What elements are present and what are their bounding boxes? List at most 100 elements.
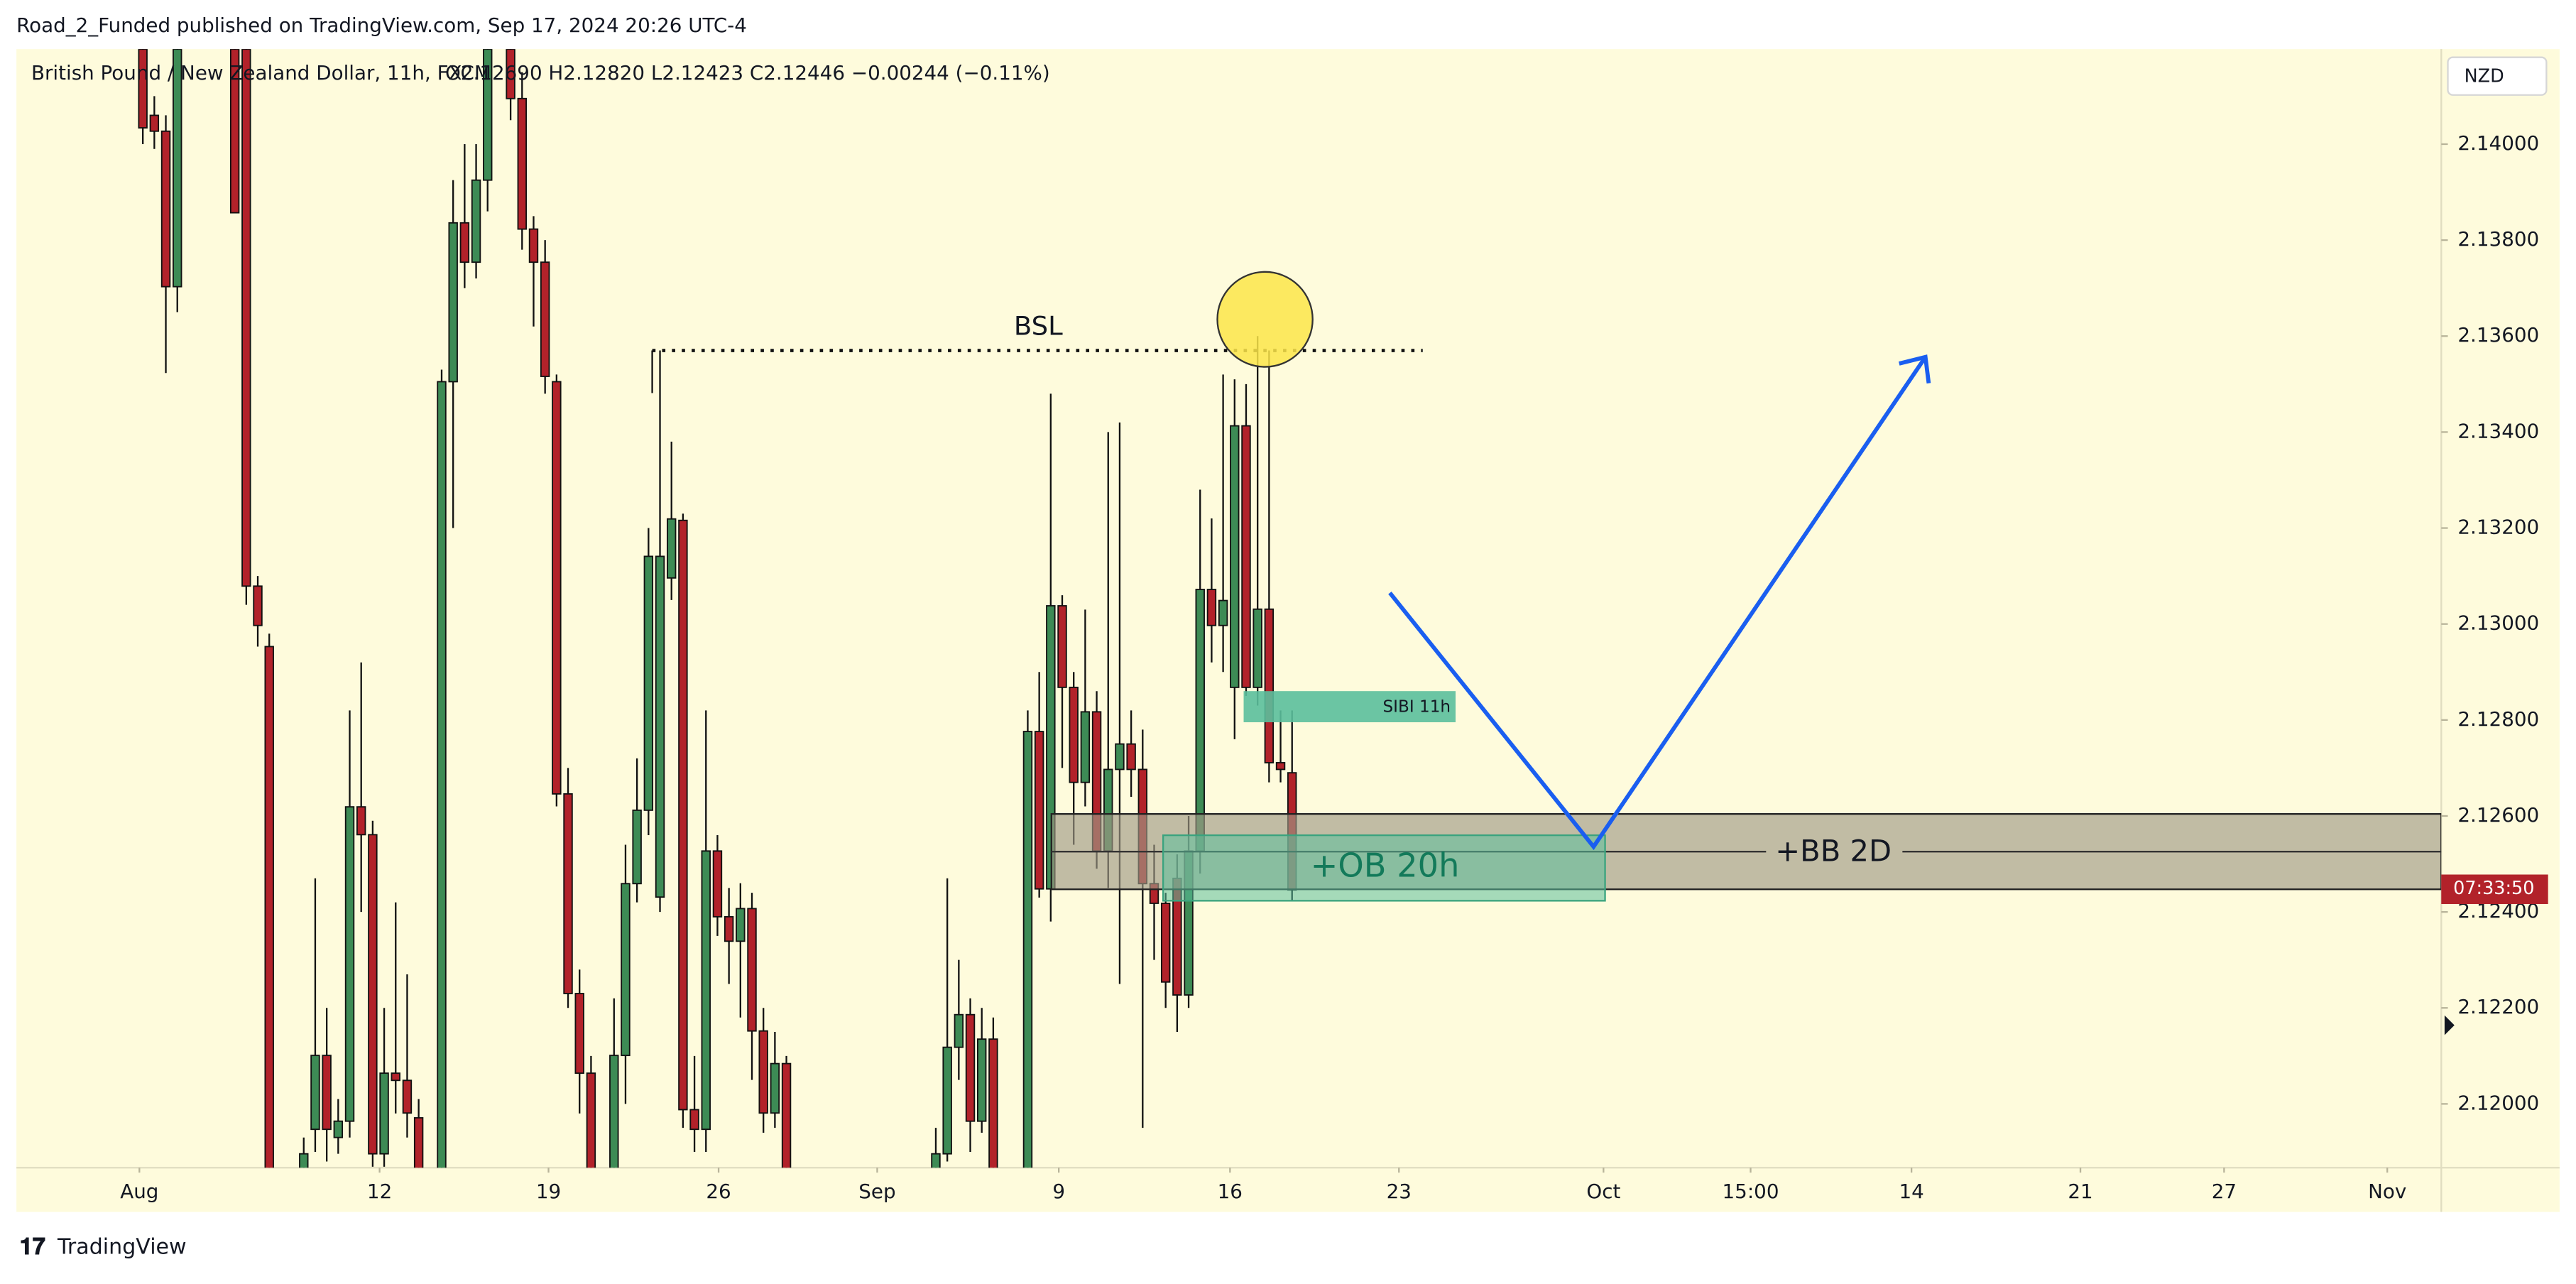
candle-body bbox=[1034, 731, 1044, 890]
x-tick-label: 14 bbox=[1899, 1180, 1923, 1203]
x-tick-label: Aug bbox=[120, 1180, 158, 1203]
y-tick-label: 2.14000 bbox=[2457, 131, 2539, 155]
candle-body bbox=[632, 809, 642, 885]
candle-body bbox=[758, 1030, 768, 1114]
candle-body bbox=[299, 1153, 309, 1168]
candle-body bbox=[160, 130, 171, 288]
candle-body bbox=[138, 49, 148, 129]
candle-body bbox=[678, 519, 688, 1111]
currency-button[interactable] bbox=[2447, 56, 2548, 96]
candle-body bbox=[1252, 608, 1262, 688]
y-tick-label: 2.12800 bbox=[2457, 707, 2539, 731]
x-tick-label: 15:00 bbox=[1723, 1180, 1779, 1203]
candle-body bbox=[253, 585, 263, 626]
candle-body bbox=[310, 1055, 320, 1131]
candle-body bbox=[1069, 686, 1079, 783]
y-tick-label: 2.13000 bbox=[2457, 611, 2539, 635]
candle-body bbox=[506, 49, 515, 99]
symbol-title: British Pound / New Zealand Dollar, 11h,… bbox=[31, 61, 491, 85]
candle-body bbox=[988, 1038, 998, 1168]
x-tick-label: 27 bbox=[2212, 1180, 2237, 1203]
candle-body bbox=[368, 834, 378, 1155]
candle-body bbox=[379, 1072, 389, 1155]
x-tick-label: 21 bbox=[2068, 1180, 2092, 1203]
candle-body bbox=[264, 646, 274, 1168]
sibi-label: SIBI 11h bbox=[1382, 698, 1451, 717]
candle-body bbox=[173, 49, 182, 288]
candle-body bbox=[977, 1038, 987, 1122]
candle-body bbox=[356, 806, 366, 836]
candle-body bbox=[149, 114, 160, 132]
x-tick-label: 9 bbox=[1052, 1180, 1065, 1203]
candle-body bbox=[322, 1055, 332, 1131]
bsl-label: BSL bbox=[1014, 311, 1063, 342]
candle-body bbox=[459, 222, 470, 263]
candle-body bbox=[563, 793, 573, 994]
candle-body bbox=[1057, 605, 1067, 688]
candle-body bbox=[1264, 608, 1275, 763]
candle-body bbox=[471, 179, 481, 263]
chart-panel bbox=[16, 49, 2560, 1212]
candle-body bbox=[437, 381, 447, 1168]
y-tick-label: 2.13400 bbox=[2457, 419, 2539, 442]
x-tick-label: 23 bbox=[1387, 1180, 1412, 1203]
candle-body bbox=[1241, 425, 1251, 688]
scroll-marker[interactable] bbox=[2444, 1015, 2455, 1035]
publish-header: Road_2_Funded published on TradingView.c… bbox=[16, 13, 747, 37]
candle-body bbox=[1115, 743, 1125, 771]
candle-body bbox=[483, 49, 493, 181]
drawings: BSL SIBI 11h +OB 20h +BB 2D bbox=[651, 271, 2442, 902]
candle-body bbox=[1195, 589, 1205, 852]
candle-body bbox=[770, 1062, 780, 1114]
y-tick-label: 2.13600 bbox=[2457, 323, 2539, 347]
candle-body bbox=[609, 1055, 619, 1168]
y-tick-label: 2.13200 bbox=[2457, 516, 2539, 539]
candle-body bbox=[643, 555, 654, 811]
candle-body bbox=[666, 518, 677, 579]
candle-body bbox=[517, 97, 528, 230]
x-tick-label: 19 bbox=[536, 1180, 561, 1203]
candle-body bbox=[701, 850, 711, 1131]
projection-path bbox=[1388, 356, 1928, 851]
countdown-label: 07:33:50 bbox=[2453, 877, 2534, 898]
y-tick-label: 2.12200 bbox=[2457, 995, 2539, 1018]
candle-body bbox=[655, 555, 665, 898]
x-tick-label: Sep bbox=[858, 1180, 895, 1203]
y-tick-label: 2.12000 bbox=[2457, 1091, 2539, 1114]
candle-body bbox=[781, 1062, 792, 1168]
bb-label: +BB 2D bbox=[1775, 834, 1892, 869]
candle-body bbox=[747, 908, 757, 1032]
candle-body bbox=[1230, 425, 1240, 688]
x-tick-label: Oct bbox=[1586, 1180, 1620, 1203]
projection-arrowhead bbox=[1899, 354, 1931, 383]
candle-body bbox=[574, 993, 584, 1074]
ohlc-legend: O2.12690 H2.12820 L2.12423 C2.12446 −0.0… bbox=[445, 61, 1050, 85]
candle-body bbox=[1206, 589, 1217, 626]
candle-body bbox=[391, 1072, 400, 1082]
highlight-circle bbox=[1216, 271, 1314, 368]
y-tick-label: 2.13800 bbox=[2457, 227, 2539, 251]
candle-body bbox=[1275, 762, 1286, 771]
candle-body bbox=[1160, 903, 1171, 983]
candle-body bbox=[241, 49, 251, 587]
candle-body bbox=[1126, 743, 1136, 771]
candle-body bbox=[528, 228, 539, 263]
candle-body bbox=[954, 1013, 964, 1048]
candle-body bbox=[448, 222, 458, 383]
x-tick-label: 16 bbox=[1218, 1180, 1243, 1203]
candle-body bbox=[229, 49, 240, 214]
y-tick-label: 2.12600 bbox=[2457, 803, 2539, 827]
candle-body bbox=[402, 1079, 413, 1114]
candle-body bbox=[333, 1120, 344, 1138]
axes: 2.120002.122002.124002.126002.128002.130… bbox=[120, 131, 2539, 1203]
candle-body bbox=[965, 1013, 976, 1122]
candle-body bbox=[1022, 731, 1033, 1168]
candle-body bbox=[1080, 711, 1091, 783]
candle-body bbox=[621, 883, 631, 1057]
candle-body bbox=[712, 850, 723, 918]
currency-label[interactable]: NZD bbox=[2465, 65, 2504, 86]
candle-body bbox=[689, 1109, 699, 1131]
countdown-tag bbox=[2441, 874, 2548, 904]
